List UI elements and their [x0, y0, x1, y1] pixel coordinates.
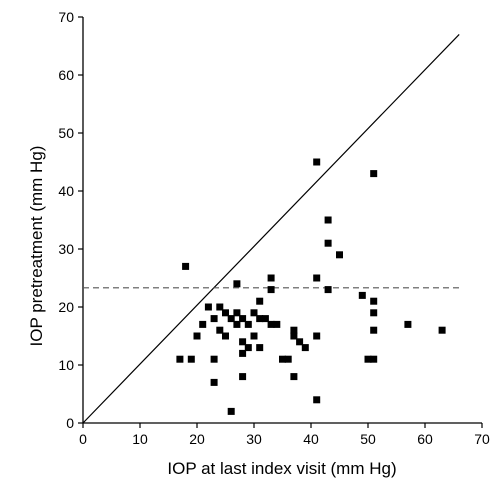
x-tick-label: 40: [303, 431, 319, 447]
data-point: [370, 355, 378, 363]
y-tick-label: 0: [66, 415, 74, 431]
x-tick-label: 50: [360, 431, 376, 447]
data-point: [273, 320, 281, 328]
x-tick-label: 60: [417, 431, 433, 447]
data-point: [313, 158, 321, 166]
data-point: [256, 297, 264, 305]
data-point: [239, 373, 247, 381]
data-point: [364, 355, 372, 363]
data-point: [199, 320, 207, 328]
data-point: [290, 373, 298, 381]
data-point: [193, 332, 201, 340]
data-point: [370, 170, 378, 178]
x-axis-title: IOP at last index visit (mm Hg): [167, 459, 396, 478]
data-point: [239, 315, 247, 323]
data-points: [176, 158, 446, 415]
data-point: [216, 326, 224, 334]
data-point: [290, 326, 298, 334]
data-point: [370, 309, 378, 317]
data-point: [438, 326, 446, 334]
data-point: [267, 320, 275, 328]
y-tick-label: 60: [58, 67, 74, 83]
y-tick-label: 30: [58, 241, 74, 257]
y-tick-label: 40: [58, 183, 74, 199]
x-tick-label: 10: [132, 431, 148, 447]
data-point: [244, 320, 252, 328]
data-point: [324, 216, 332, 224]
data-point: [227, 315, 235, 323]
y-tick-label: 70: [58, 9, 74, 25]
x-axis-ticks: 0 10 20 30 40 50 60 70: [79, 423, 490, 447]
identity-line: [82, 33, 460, 424]
data-point: [222, 332, 229, 340]
y-axis-ticks: 0 10 20 30 40 50 60 70: [58, 9, 83, 431]
data-point: [313, 396, 321, 404]
data-point: [176, 355, 184, 363]
data-point: [290, 332, 298, 340]
data-point: [370, 297, 378, 305]
data-point: [222, 309, 229, 317]
data-point: [267, 274, 275, 282]
data-point: [324, 286, 332, 294]
data-point: [370, 326, 378, 334]
y-tick-label: 50: [58, 125, 74, 141]
data-point: [244, 344, 252, 352]
y-axis-title: IOP pretreatment (mm Hg): [27, 146, 46, 347]
data-point: [261, 315, 269, 323]
data-point: [301, 344, 309, 352]
data-point: [279, 355, 286, 363]
data-point: [233, 309, 241, 317]
data-point: [336, 251, 343, 259]
data-point: [210, 315, 218, 323]
reference-lines: [82, 33, 460, 424]
x-tick-label: 30: [246, 431, 262, 447]
data-point: [187, 355, 195, 363]
data-point: [210, 355, 218, 363]
data-point: [216, 303, 224, 311]
data-point: [182, 262, 190, 270]
data-point: [313, 274, 321, 282]
data-point: [250, 332, 258, 340]
data-point: [239, 338, 247, 346]
y-tick-label: 20: [58, 299, 74, 315]
data-point: [233, 320, 241, 328]
data-point: [284, 355, 292, 363]
data-point: [404, 320, 412, 328]
data-point: [358, 291, 366, 299]
data-point: [204, 303, 212, 311]
data-point: [256, 344, 264, 352]
y-tick-label: 10: [58, 357, 74, 373]
data-point: [256, 315, 264, 323]
x-tick-label: 0: [79, 431, 87, 447]
data-point: [250, 309, 258, 317]
data-point: [267, 286, 275, 294]
data-point: [324, 239, 332, 247]
x-tick-label: 20: [189, 431, 205, 447]
x-tick-label: 70: [474, 431, 490, 447]
axes: [82, 17, 482, 424]
data-point: [210, 378, 218, 386]
data-point: [239, 349, 247, 357]
data-point: [227, 407, 235, 415]
data-point: [313, 332, 321, 340]
data-point: [233, 280, 241, 288]
data-point: [296, 338, 304, 346]
